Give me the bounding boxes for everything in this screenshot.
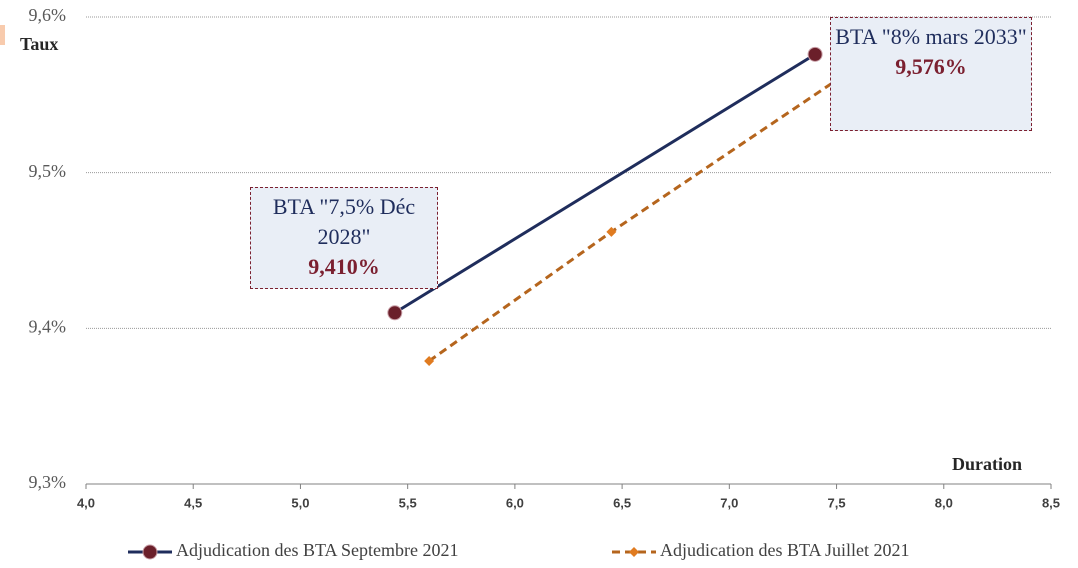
legend-label: Adjudication des BTA Juillet 2021 — [660, 540, 910, 560]
x-tick-label: 4,5 — [184, 495, 202, 510]
y-tick-label: 9,3% — [29, 472, 67, 492]
point — [424, 356, 435, 367]
point — [807, 46, 823, 62]
x-tick-label: 4,0 — [77, 495, 95, 510]
y-tick-label: 9,4% — [29, 316, 67, 336]
decoration — [0, 25, 5, 45]
x-tick-label: 5,0 — [291, 495, 309, 510]
series-line — [428, 70, 851, 363]
x-tick-label: 5,5 — [399, 495, 417, 510]
annotation: BTA "7,5% Déc 2028" 9,410% — [250, 187, 438, 289]
annotation-text: BTA "8% mars 2033" — [835, 24, 1027, 49]
x-tick-label: 7,5 — [828, 495, 846, 510]
annotation: BTA "8% mars 2033" 9,576% — [830, 17, 1032, 131]
point — [387, 305, 403, 321]
y-axis-title: Taux — [20, 34, 58, 54]
x-tick-label: 6,5 — [613, 495, 631, 510]
series-line — [394, 53, 816, 315]
point — [606, 226, 617, 237]
legend-label: Adjudication des BTA Septembre 2021 — [176, 540, 459, 560]
x-tick-label: 8,5 — [1042, 495, 1060, 510]
x-tick-label: 6,0 — [506, 495, 524, 510]
x-axis-title: Duration — [952, 454, 1022, 474]
legend-marker — [142, 544, 158, 560]
value-label: 9,410% — [308, 254, 380, 279]
annotation-text: BTA "7,5% Déc 2028" — [272, 194, 416, 249]
x-tick-label: 8,0 — [935, 495, 953, 510]
value-label: 9,576% — [895, 54, 967, 79]
y-tick-label: 9,5% — [29, 161, 67, 181]
y-tick-label: 9,6% — [29, 5, 67, 25]
legend-marker — [629, 547, 639, 557]
x-tick-label: 7,0 — [720, 495, 738, 510]
